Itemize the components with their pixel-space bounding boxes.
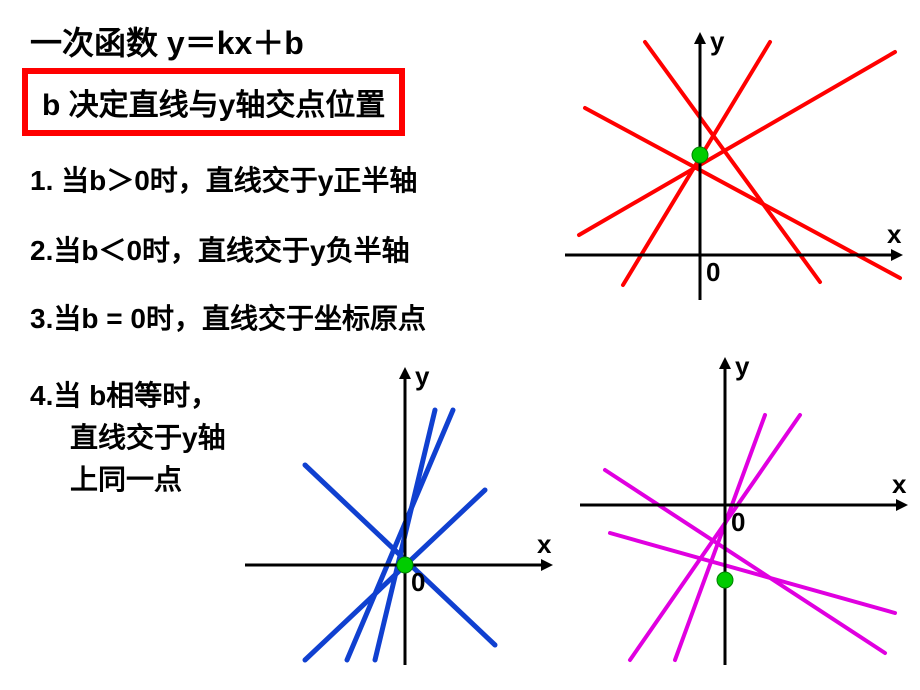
rule-4-line3: 上同一点 xyxy=(70,464,182,495)
page-title: 一次函数 y＝kx＋b xyxy=(30,18,304,64)
rule-4-line1: 4.当 b相等时， xyxy=(30,380,218,411)
x-axis-label: x xyxy=(887,219,901,250)
chart-b-positive: yx0 xyxy=(555,30,905,310)
rule-2: 2.当b＜0时，直线交于y负半轴 xyxy=(30,230,410,272)
chart-b-negative: yx0 xyxy=(570,355,910,675)
y-axis-label: y xyxy=(415,361,429,392)
y-axis-label: y xyxy=(735,351,749,382)
rule-1: 1. 当b＞0时，直线交于y正半轴 xyxy=(30,160,417,202)
rule-4-line2: 直线交于y轴 xyxy=(70,422,226,453)
rule-3: 3.当b = 0时，直线交于坐标原点 xyxy=(30,298,426,340)
origin-label: 0 xyxy=(731,507,745,538)
origin-label: 0 xyxy=(411,567,425,598)
y-axis-label: y xyxy=(710,26,724,57)
chart-b-zero: yx0 xyxy=(235,365,555,675)
boxed-statement: b 决定直线与y轴交点位置 xyxy=(22,68,405,136)
x-axis-label: x xyxy=(892,469,906,500)
origin-label: 0 xyxy=(706,257,720,288)
rule-4: 4.当 b相等时， 直线交于y轴 上同一点 xyxy=(30,375,226,501)
x-axis-label: x xyxy=(537,529,551,560)
